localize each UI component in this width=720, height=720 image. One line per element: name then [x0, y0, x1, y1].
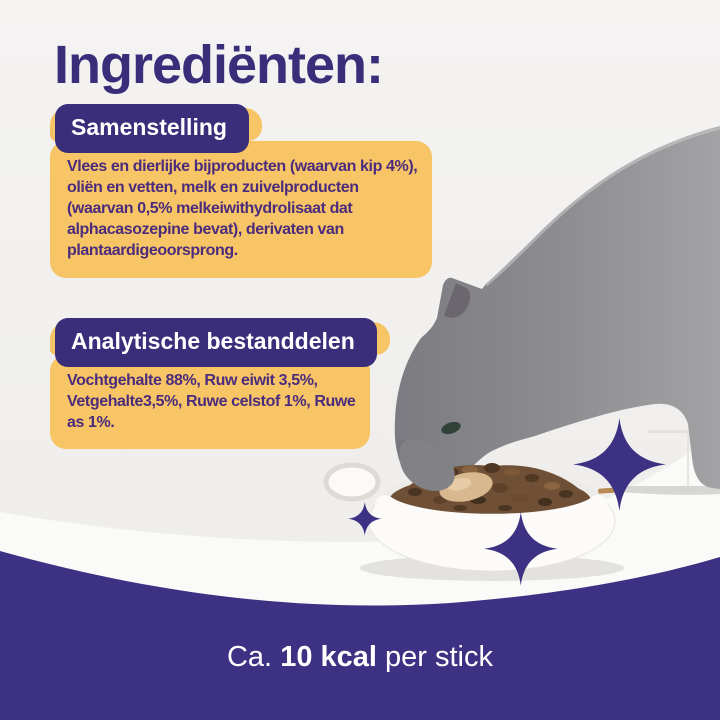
calorie-statement: Ca. 10 kcal per stick — [0, 641, 720, 674]
tray-front-edge — [612, 486, 720, 495]
analytical-text: Vochtgehalte 88%, Ruw eiwit 3,5%, Vetgeh… — [50, 355, 370, 450]
calorie-suffix: per stick — [385, 641, 493, 673]
analytical-header: Analytische bestanddelen — [55, 318, 377, 367]
analytical-header-backing: Analytische bestanddelen — [50, 318, 390, 367]
cat-body — [394, 126, 720, 493]
cat-ear-inner — [444, 283, 471, 318]
composition-text: Vlees en dierlijke bijproducten (waarvan… — [50, 141, 432, 278]
calorie-prefix: Ca. — [226, 641, 273, 673]
composition-header-backing: Samenstelling — [50, 104, 262, 153]
analytical-panel: Analytische bestanddelen Vochtgehalte 88… — [50, 318, 390, 450]
calorie-value: 10 kcal — [280, 641, 377, 673]
composition-header: Samenstelling — [55, 104, 249, 153]
tray-back-edge — [648, 430, 720, 433]
page-title: Ingrediënten: — [54, 35, 384, 95]
cat-muzzle — [399, 439, 455, 491]
cat-back-highlight — [485, 126, 720, 287]
composition-panel: Samenstelling Vlees en dierlijke bijprod… — [50, 104, 432, 278]
bowl-handle — [323, 462, 381, 502]
footer-wave — [0, 551, 720, 720]
bowl-front-rim — [375, 495, 608, 534]
cat-eye — [441, 421, 461, 435]
